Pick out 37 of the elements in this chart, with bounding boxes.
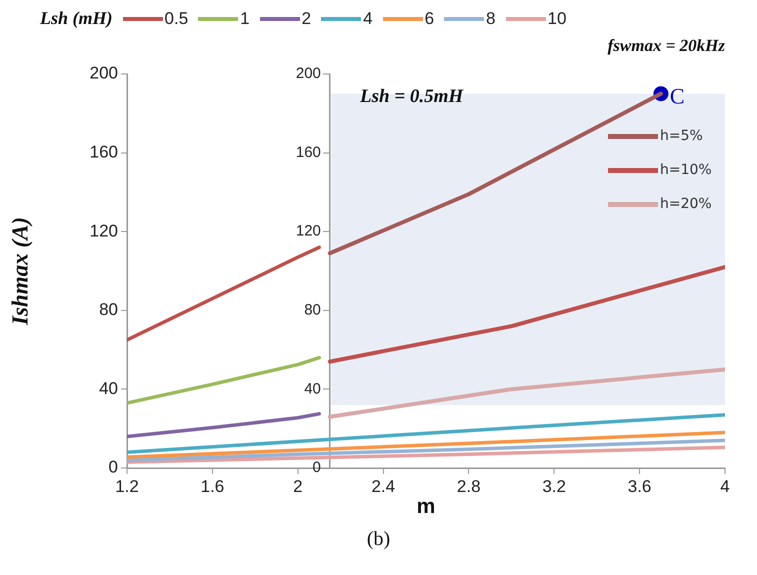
text: fswmax = 20kHz (606, 36, 725, 56)
y-axis-title: Ishmax (A) (8, 217, 33, 326)
y-tick-label: 80 (99, 300, 118, 320)
x-axis-title: m (416, 495, 436, 518)
x-tick-label: 3.6 (628, 476, 652, 496)
y2-tick-label: 40 (304, 380, 321, 398)
legend-label: 4 (363, 8, 373, 28)
annotation: Lsh = 0.5mH (360, 86, 464, 108)
y-tick-label: 200 (90, 64, 118, 83)
y-tick-label: 120 (90, 221, 118, 240)
legend-label: h=10% (660, 162, 712, 178)
y2-tick-label: 160 (296, 144, 321, 161)
y2-tick-label: 200 (296, 65, 321, 82)
y-tick-label: 40 (99, 378, 118, 398)
x-tick-label: 4 (720, 476, 730, 496)
y2-tick-label: 80 (304, 302, 321, 319)
legend-title: Lsh (mH) (40, 8, 113, 29)
x-tick-label: 1.2 (115, 476, 139, 496)
y2-tick-label: 0 (312, 459, 321, 476)
x-tick-label: 1.6 (200, 476, 224, 496)
x-tick-label: 2 (293, 476, 303, 496)
legend-label: h=20% (660, 196, 712, 212)
y2-tick-label: 120 (296, 222, 321, 240)
legend-label: 0.5 (164, 8, 188, 28)
legend-label: h=5% (660, 128, 703, 144)
legend-label: 8 (486, 8, 496, 28)
text: (b) (366, 528, 392, 551)
x-tick-label: 2.8 (456, 476, 481, 496)
legend-label: 6 (424, 8, 434, 28)
x-tick-label: 2.4 (371, 476, 396, 496)
y-tick-label: 160 (90, 142, 118, 162)
x-tick-label: 3.2 (542, 476, 566, 496)
y-tick-label: 0 (108, 458, 118, 477)
legend-label: 10 (548, 8, 566, 28)
series-label: C (670, 83, 685, 108)
legend-label: 1 (240, 8, 250, 28)
legend-label: 2 (302, 8, 312, 28)
